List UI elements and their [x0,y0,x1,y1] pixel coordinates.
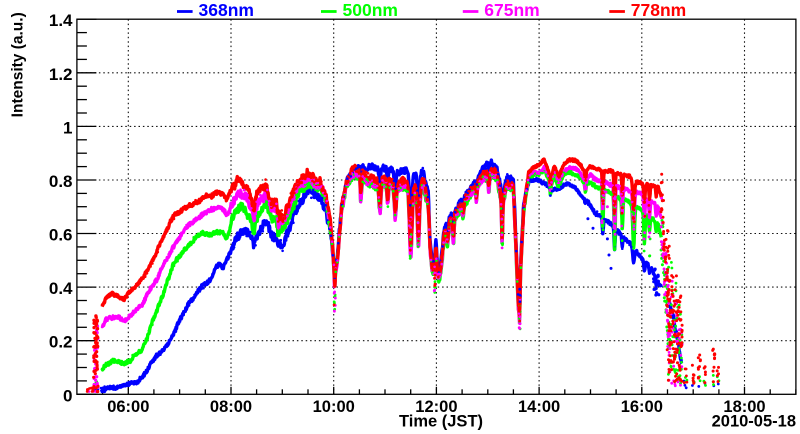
svg-text:12:00: 12:00 [415,398,457,416]
svg-text:08:00: 08:00 [210,398,252,416]
svg-text:0.2: 0.2 [49,333,73,352]
svg-text:675nm: 675nm [484,0,539,20]
svg-text:0: 0 [63,386,72,405]
svg-text:0.8: 0.8 [49,172,73,191]
svg-text:500nm: 500nm [343,0,398,20]
svg-text:2010-05-18: 2010-05-18 [712,413,796,431]
svg-text:06:00: 06:00 [107,398,149,416]
svg-text:14:00: 14:00 [518,398,560,416]
svg-text:Intensity (a.u.): Intensity (a.u.) [10,12,27,117]
svg-text:778nm: 778nm [631,0,686,20]
svg-text:18:00: 18:00 [723,398,765,416]
svg-text:16:00: 16:00 [621,398,663,416]
svg-text:0.4: 0.4 [49,279,73,298]
svg-text:368nm: 368nm [199,0,254,20]
svg-text:0.6: 0.6 [49,226,73,245]
svg-text:Time (JST): Time (JST) [399,413,483,431]
svg-text:1.2: 1.2 [49,65,73,84]
svg-text:1.4: 1.4 [49,11,73,30]
svg-text:10:00: 10:00 [313,398,355,416]
svg-text:1: 1 [63,118,72,137]
